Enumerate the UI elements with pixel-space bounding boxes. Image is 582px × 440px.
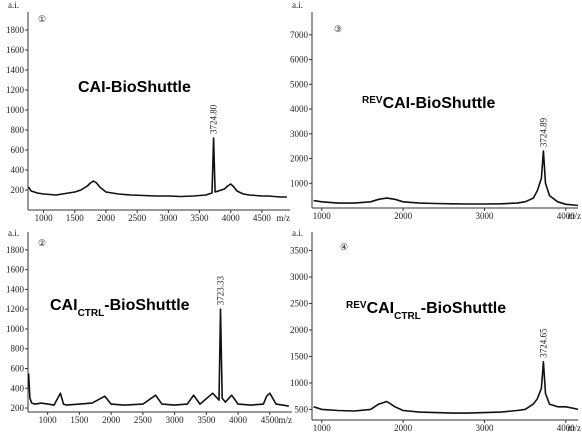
panel-label: ② [38,238,46,248]
y-tick-label: 800 [11,125,25,135]
spectrum-panel: a.i. m/z 200 400 600 800 1000 1200 1400 1600 1800 1… [6,0,290,223]
x-tick-label: 1500 [66,213,85,223]
peak-label: 3724.65 [538,328,548,358]
title-part: CAI-BioShuttle [383,95,496,112]
panel-label: ④ [340,242,348,252]
x-tick-label: 3500 [191,213,210,223]
spectrum-panel: a.i. m/z 500 1000 1500 2000 2500 3000 3500 1000 20… [290,228,581,433]
x-tick-label: 2000 [394,211,413,221]
y-tick-label: 1800 [6,245,25,255]
y-tick-label: 200 [11,403,25,413]
x-tick-label: 4500 [261,415,280,425]
y-tick-label: 600 [11,364,25,374]
y-tick-label: 2000 [290,154,309,164]
title-part: REV [362,95,383,106]
y-tick-label: 4000 [290,104,309,114]
title-part: -BioShuttle [104,297,189,314]
x-tick-label: 3000 [475,423,494,433]
y-tick-label: 500 [295,404,309,414]
y-tick-label: 200 [11,185,25,195]
x-axis-label: m/z [279,415,293,425]
y-tick-label: 5000 [290,79,309,89]
x-tick-label: 4000 [229,415,248,425]
title-part: REV [346,300,367,311]
y-tick-label: 1400 [6,284,25,294]
y-tick-label: 1000 [6,324,25,334]
y-axis-label: a.i. [292,228,303,238]
peak-label: 3723.33 [215,275,225,305]
panel-title: REVCAICTRL-BioShuttle [346,300,506,322]
y-tick-label: 2000 [290,325,309,335]
y-tick-label: 3000 [290,129,309,139]
y-tick-label: 800 [11,344,25,354]
peak-label: 3724.80 [209,104,219,134]
y-tick-label: 1400 [6,65,25,75]
title-part: CTRL [394,311,421,322]
y-tick-label: 7000 [290,30,309,40]
x-tick-label: 2000 [97,213,116,223]
x-tick-label: 2000 [394,423,413,433]
title-part: CAI [367,300,395,317]
spectrum-panel: a.i. m/z 200 400 600 800 1000 1200 1400 1600 1800 1… [6,228,292,425]
x-tick-label: 3500 [197,415,216,425]
x-axis-label: m/z [568,211,582,221]
y-tick-label: 2500 [290,299,309,309]
spectrum-line [313,150,579,207]
panel-title: CAI-BioShuttle [78,79,191,96]
x-tick-label: 4000 [557,211,576,221]
x-tick-label: 1000 [313,423,332,433]
x-tick-label: 3000 [159,213,178,223]
spectrum-line [313,361,579,414]
y-tick-label: 1600 [6,45,25,55]
y-tick-label: 3000 [290,272,309,282]
y-tick-label: 1000 [6,105,25,115]
y-axis-label: a.i. [292,0,303,10]
y-tick-label: 1600 [6,265,25,275]
spectrum-line [27,137,287,198]
y-tick-label: 3500 [290,246,309,256]
x-axis-label: m/z [568,423,582,433]
panel-title: REVCAI-BioShuttle [362,95,496,113]
y-tick-label: 400 [11,165,25,175]
panel-title: CAICTRL-BioShuttle [50,297,190,319]
x-tick-label: 2500 [134,415,153,425]
title-part: -BioShuttle [421,300,506,317]
panel-label: ① [38,14,46,24]
title-part: CTRL [78,308,105,319]
y-tick-label: 400 [11,383,25,393]
title-part: CAI-BioShuttle [78,79,191,96]
title-part: CAI [50,297,78,314]
y-tick-label: 1200 [6,85,25,95]
x-tick-label: 2500 [128,213,147,223]
y-tick-label: 1800 [6,25,25,35]
y-tick-label: 1200 [6,304,25,314]
y-tick-label: 1500 [290,351,309,361]
x-tick-label: 4000 [222,213,241,223]
y-tick-label: 6000 [290,55,309,65]
x-tick-label: 1000 [313,211,332,221]
y-tick-label: 1000 [290,178,309,188]
x-tick-label: 1000 [39,415,58,425]
spectrum-line [27,308,289,407]
x-tick-label: 1500 [70,415,89,425]
x-tick-label: 3000 [475,211,494,221]
y-tick-label: 1000 [290,378,309,388]
y-axis-label: a.i. [8,228,19,238]
x-tick-label: 4500 [253,213,272,223]
peak-label: 3724.89 [538,117,548,147]
x-tick-label: 3000 [166,415,185,425]
spectrum-panel: a.i. m/z 1000 2000 3000 4000 5000 6000 7000 1000 2… [290,0,581,221]
x-tick-label: 1000 [35,213,54,223]
x-axis-label: m/z [277,213,291,223]
panel-label: ③ [334,24,342,34]
y-axis-label: a.i. [8,0,19,10]
x-tick-label: 2000 [102,415,121,425]
x-tick-label: 4000 [557,423,576,433]
y-tick-label: 600 [11,145,25,155]
